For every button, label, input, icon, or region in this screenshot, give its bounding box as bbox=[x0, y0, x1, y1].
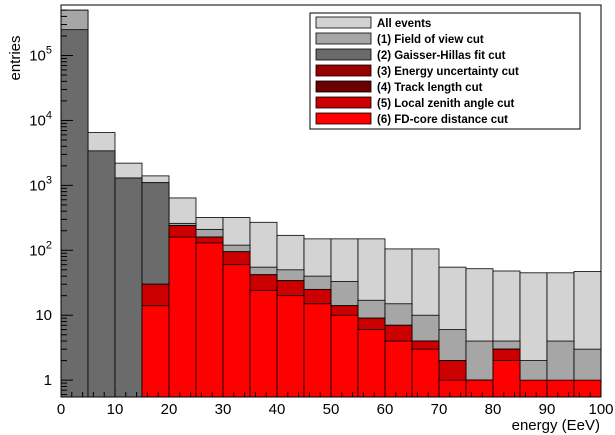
x-tick-label-70: 70 bbox=[431, 401, 448, 418]
x-tick-label-60: 60 bbox=[377, 401, 394, 418]
x-axis-label: energy (EeV) bbox=[512, 417, 600, 434]
x-tick-label-40: 40 bbox=[269, 401, 286, 418]
bar-6-fd-core-distance-cut-bin-10 bbox=[330, 314, 359, 398]
bar-6-fd-core-distance-cut-bin-13 bbox=[411, 348, 440, 398]
bar-6-fd-core-distance-cut-bin-12 bbox=[384, 340, 413, 398]
x-tick-label-30: 30 bbox=[215, 401, 232, 418]
legend-swatch-3-energy-uncertainty-cut bbox=[315, 64, 372, 77]
bar-6-fd-core-distance-cut-bin-3 bbox=[141, 305, 170, 398]
bar-6-fd-core-distance-cut-bin-8 bbox=[276, 295, 305, 398]
x-tick-label-90: 90 bbox=[539, 401, 556, 418]
y-tick-label-1: 1 bbox=[44, 372, 52, 389]
x-tick-label-10: 10 bbox=[107, 401, 124, 418]
bar-6-fd-core-distance-cut-bin-17 bbox=[519, 379, 548, 398]
series-6-fd-core-distance-cut bbox=[141, 236, 602, 398]
x-tick-label-50: 50 bbox=[323, 401, 340, 418]
bar-2-gaisser-hillas-fit-cut-bin-2 bbox=[114, 177, 143, 398]
legend-swatch-5-local-zenith-angle-cut bbox=[315, 96, 372, 109]
bar-6-fd-core-distance-cut-bin-6 bbox=[222, 264, 251, 398]
x-tick-label-20: 20 bbox=[161, 401, 178, 418]
bar-6-fd-core-distance-cut-bin-7 bbox=[249, 290, 278, 398]
bar-2-gaisser-hillas-fit-cut-bin-0 bbox=[60, 29, 89, 398]
x-tick-label-100: 100 bbox=[588, 401, 613, 418]
bar-2-gaisser-hillas-fit-cut-bin-1 bbox=[87, 150, 116, 398]
legend-swatch-1-field-of-view-cut bbox=[315, 32, 372, 45]
bar-6-fd-core-distance-cut-bin-15 bbox=[465, 379, 494, 398]
bar-6-fd-core-distance-cut-bin-16 bbox=[492, 360, 521, 398]
bar-6-fd-core-distance-cut-bin-11 bbox=[357, 329, 386, 398]
y-axis-label: entries bbox=[7, 35, 24, 80]
legend-swatch-2-gaisser-hillas-fit-cut bbox=[315, 48, 372, 61]
bar-6-fd-core-distance-cut-bin-19 bbox=[573, 379, 602, 398]
y-tick-label-100: 102 bbox=[29, 239, 52, 259]
y-tick-label-10: 10 bbox=[35, 307, 52, 324]
bar-6-fd-core-distance-cut-bin-4 bbox=[168, 236, 197, 398]
legend: All events (1) Field of view cut (2) Gaiss… bbox=[309, 12, 581, 130]
y-tick-label-100000: 105 bbox=[29, 45, 52, 65]
y-tick-label-10000: 104 bbox=[29, 109, 52, 129]
bar-6-fd-core-distance-cut-bin-14 bbox=[438, 379, 467, 398]
x-tick-label-0: 0 bbox=[57, 401, 65, 418]
legend-label-6-fd-core-distance-cut: (6) FD-core distance cut bbox=[377, 114, 508, 126]
legend-label-2-gaisser-hillas-fit-cut: (2) Gaisser-Hillas fit cut bbox=[377, 50, 506, 62]
histogram-bars bbox=[60, 9, 602, 398]
legend-label-5-local-zenith-angle-cut: (5) Local zenith angle cut bbox=[377, 98, 515, 110]
legend-swatch-4-track-length-cut bbox=[315, 80, 372, 93]
x-axis-ticks: 0 10 20 30 40 50 60 70 80 90 100 bbox=[57, 387, 614, 418]
bar-6-fd-core-distance-cut-bin-5 bbox=[195, 242, 224, 398]
bar-6-fd-core-distance-cut-bin-18 bbox=[546, 379, 575, 398]
legend-label-3-energy-uncertainty-cut: (3) Energy uncertainty cut bbox=[377, 66, 519, 78]
legend-swatch-6-fd-core-distance-cut bbox=[315, 112, 372, 125]
bar-6-fd-core-distance-cut-bin-9 bbox=[303, 303, 332, 398]
legend-label-all-events: All events bbox=[377, 18, 431, 30]
legend-label-4-track-length-cut: (4) Track length cut bbox=[377, 82, 483, 94]
x-tick-label-80: 80 bbox=[485, 401, 502, 418]
legend-label-1-field-of-view-cut: (1) Field of view cut bbox=[377, 34, 484, 46]
legend-swatch-all-events bbox=[315, 16, 372, 29]
y-tick-label-1000: 103 bbox=[29, 174, 52, 194]
y-axis-ticks: 1 10 102 103 104 105 bbox=[29, 4, 73, 396]
